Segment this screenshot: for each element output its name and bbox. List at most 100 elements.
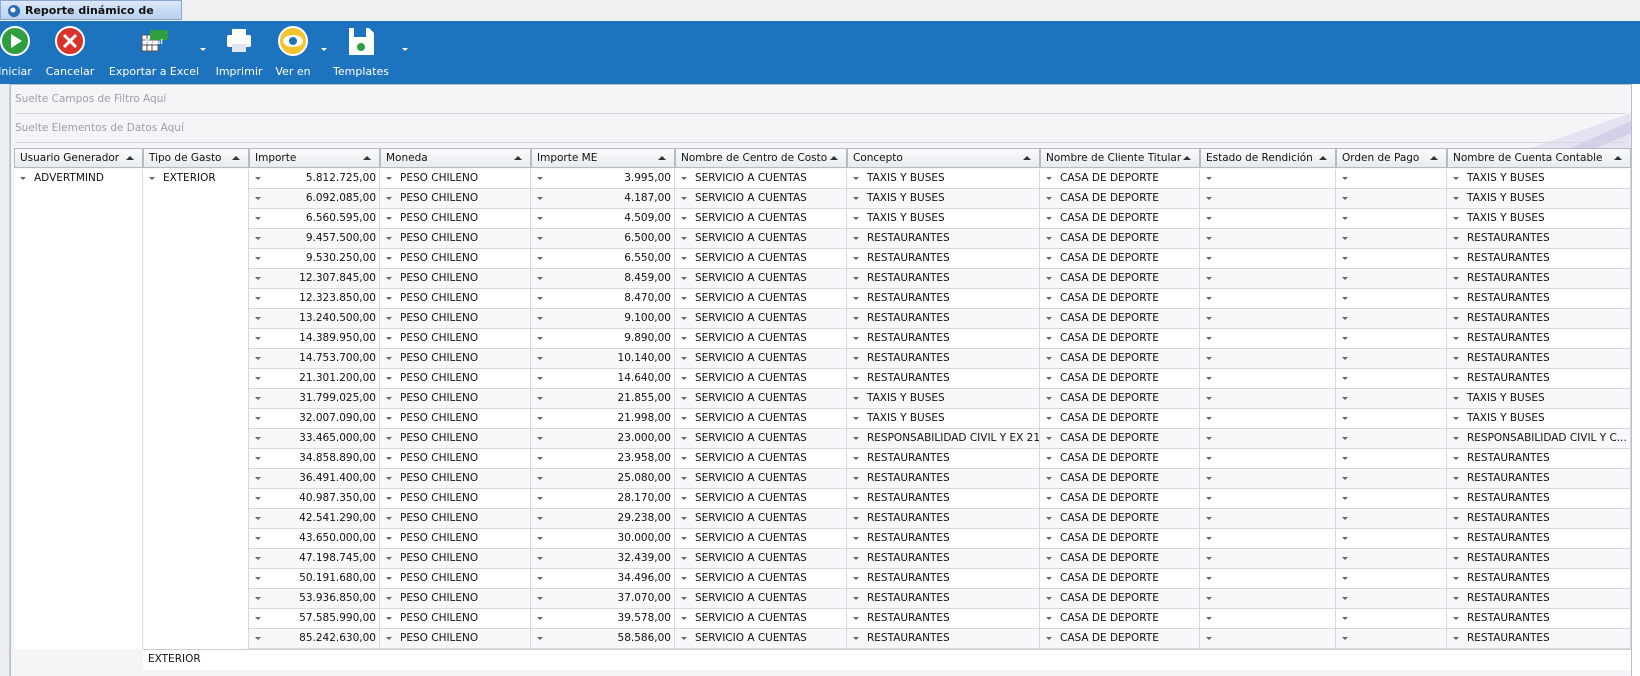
cell-dropdown[interactable] [681, 277, 687, 280]
cell-dropdown[interactable] [255, 557, 261, 560]
cell-dropdown[interactable] [1046, 557, 1052, 560]
cell-dropdown[interactable] [255, 577, 261, 580]
cell-dropdown[interactable] [1046, 357, 1052, 360]
cell-dropdown[interactable] [255, 637, 261, 640]
cell-dropdown[interactable] [1453, 237, 1459, 240]
cell-dropdown[interactable] [386, 517, 392, 520]
cell-dropdown[interactable] [681, 557, 687, 560]
cell-dropdown[interactable] [1206, 637, 1212, 640]
cell-dropdown[interactable] [1453, 597, 1459, 600]
expand-toggle[interactable] [149, 177, 155, 180]
cell-dropdown[interactable] [386, 577, 392, 580]
column-header[interactable]: Nombre de Cliente Titular [1040, 148, 1200, 168]
cell-dropdown[interactable] [255, 257, 261, 260]
toolbar-button[interactable]: Cancelar [42, 21, 98, 84]
cell-dropdown[interactable] [537, 377, 543, 380]
cell-dropdown[interactable] [1342, 437, 1348, 440]
cell-dropdown[interactable] [853, 577, 859, 580]
toolbar-button[interactable]: Exportar a Excel [104, 21, 204, 84]
cell-dropdown[interactable] [853, 177, 859, 180]
cell-dropdown[interactable] [853, 397, 859, 400]
cell-dropdown[interactable] [1342, 517, 1348, 520]
cell-dropdown[interactable] [255, 437, 261, 440]
cell-dropdown[interactable] [537, 297, 543, 300]
cell-dropdown[interactable] [255, 237, 261, 240]
cell-dropdown[interactable] [1046, 497, 1052, 500]
cell-dropdown[interactable] [1342, 377, 1348, 380]
cell-dropdown[interactable] [1046, 297, 1052, 300]
cell-dropdown[interactable] [1206, 377, 1212, 380]
column-header[interactable]: Estado de Rendición [1200, 148, 1336, 168]
cell-dropdown[interactable] [537, 577, 543, 580]
cell-dropdown[interactable] [1342, 277, 1348, 280]
cell-dropdown[interactable] [537, 457, 543, 460]
cell-dropdown[interactable] [1453, 257, 1459, 260]
cell-dropdown[interactable] [1206, 397, 1212, 400]
cell-dropdown[interactable] [1342, 297, 1348, 300]
column-header[interactable]: Orden de Pago [1336, 148, 1447, 168]
cell-dropdown[interactable] [853, 497, 859, 500]
dropdown-caret[interactable] [200, 48, 206, 51]
cell-dropdown[interactable] [1206, 277, 1212, 280]
cell-dropdown[interactable] [255, 297, 261, 300]
cell-dropdown[interactable] [537, 337, 543, 340]
cell-dropdown[interactable] [537, 197, 543, 200]
cell-dropdown[interactable] [681, 237, 687, 240]
cell-dropdown[interactable] [255, 497, 261, 500]
cell-dropdown[interactable] [386, 497, 392, 500]
cell-dropdown[interactable] [386, 337, 392, 340]
cell-dropdown[interactable] [681, 177, 687, 180]
cell-dropdown[interactable] [386, 457, 392, 460]
cell-dropdown[interactable] [537, 637, 543, 640]
cell-dropdown[interactable] [386, 297, 392, 300]
cell-dropdown[interactable] [1206, 457, 1212, 460]
cell-dropdown[interactable] [386, 477, 392, 480]
document-tab[interactable]: Reporte dinámico de gastos [0, 0, 182, 20]
cell-dropdown[interactable] [386, 437, 392, 440]
cell-dropdown[interactable] [1453, 277, 1459, 280]
cell-dropdown[interactable] [1453, 537, 1459, 540]
cell-dropdown[interactable] [1342, 577, 1348, 580]
cell-dropdown[interactable] [1342, 537, 1348, 540]
cell-dropdown[interactable] [537, 477, 543, 480]
cell-dropdown[interactable] [1206, 557, 1212, 560]
cell-dropdown[interactable] [1342, 497, 1348, 500]
dropdown-caret[interactable] [321, 48, 327, 51]
cell-dropdown[interactable] [1046, 377, 1052, 380]
cell-dropdown[interactable] [537, 257, 543, 260]
cell-dropdown[interactable] [386, 257, 392, 260]
cell-dropdown[interactable] [853, 257, 859, 260]
cell-dropdown[interactable] [1206, 217, 1212, 220]
dropdown-caret[interactable] [402, 48, 408, 51]
cell-dropdown[interactable] [853, 297, 859, 300]
cell-dropdown[interactable] [853, 637, 859, 640]
cell-dropdown[interactable] [1342, 417, 1348, 420]
cell-dropdown[interactable] [1206, 477, 1212, 480]
cell-dropdown[interactable] [1206, 337, 1212, 340]
cell-dropdown[interactable] [1046, 517, 1052, 520]
cell-dropdown[interactable] [386, 597, 392, 600]
cell-dropdown[interactable] [386, 357, 392, 360]
cell-dropdown[interactable] [1046, 577, 1052, 580]
cell-dropdown[interactable] [1046, 397, 1052, 400]
cell-dropdown[interactable] [1046, 277, 1052, 280]
cell-dropdown[interactable] [1342, 557, 1348, 560]
cell-dropdown[interactable] [1046, 417, 1052, 420]
cell-dropdown[interactable] [681, 397, 687, 400]
cell-dropdown[interactable] [1453, 357, 1459, 360]
cell-dropdown[interactable] [1342, 397, 1348, 400]
cell-dropdown[interactable] [537, 397, 543, 400]
cell-dropdown[interactable] [681, 257, 687, 260]
cell-dropdown[interactable] [1206, 537, 1212, 540]
cell-dropdown[interactable] [537, 557, 543, 560]
cell-dropdown[interactable] [1206, 357, 1212, 360]
cell-dropdown[interactable] [1453, 557, 1459, 560]
cell-dropdown[interactable] [1046, 477, 1052, 480]
cell-dropdown[interactable] [1453, 177, 1459, 180]
cell-dropdown[interactable] [255, 337, 261, 340]
cell-dropdown[interactable] [1342, 357, 1348, 360]
cell-dropdown[interactable] [1046, 537, 1052, 540]
column-header[interactable]: Importe [249, 148, 380, 168]
toolbar-button[interactable]: Templates [330, 21, 392, 84]
cell-dropdown[interactable] [853, 377, 859, 380]
